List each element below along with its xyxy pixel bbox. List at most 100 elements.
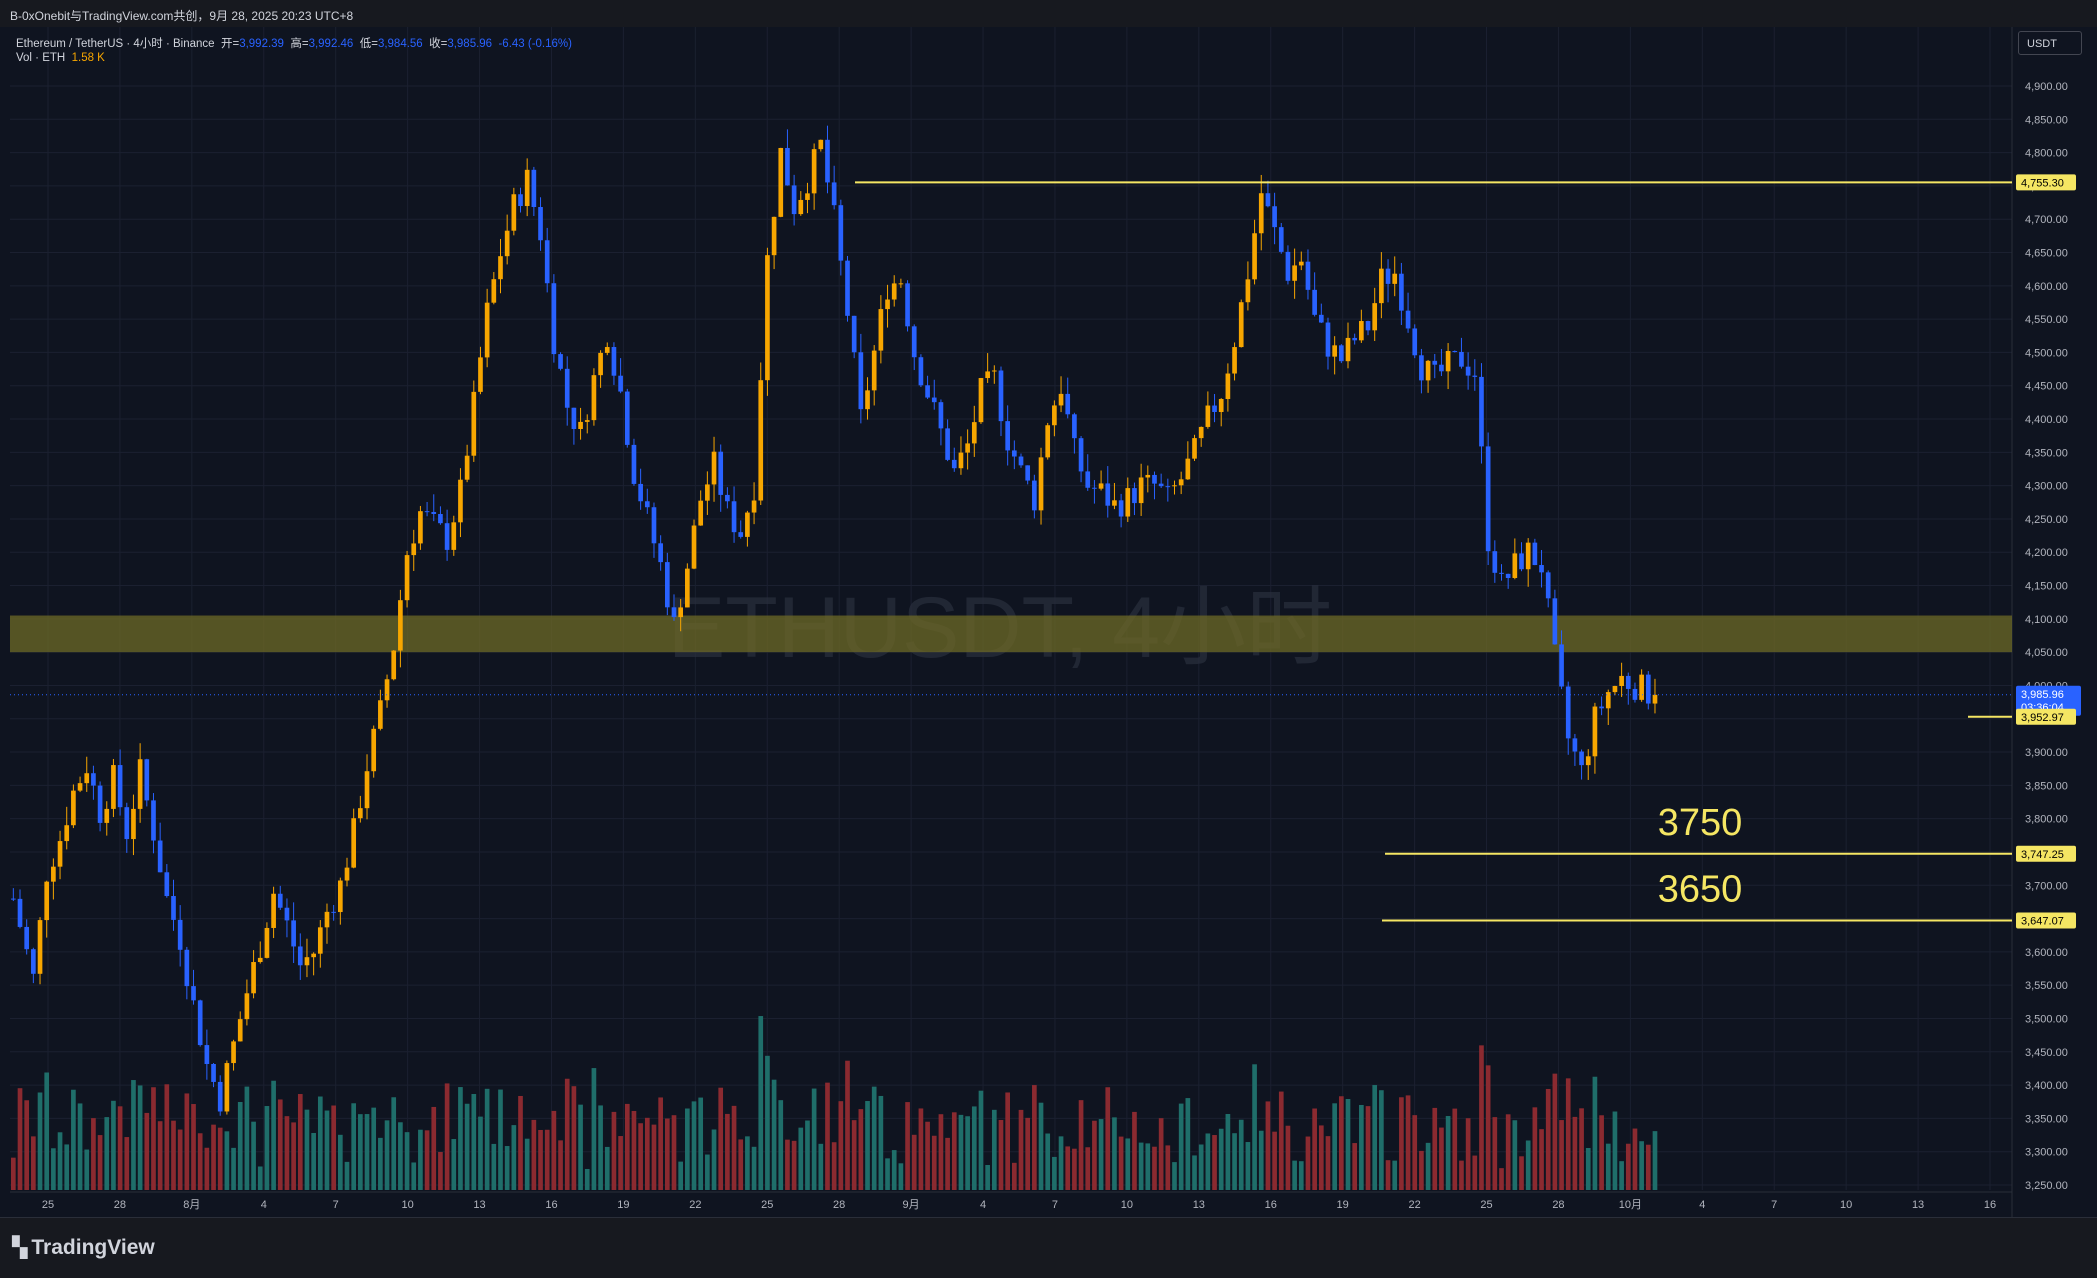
candle-body[interactable]	[271, 893, 276, 928]
candle-body[interactable]	[191, 986, 196, 1001]
candle-body[interactable]	[204, 1045, 210, 1064]
candle-body[interactable]	[644, 501, 650, 508]
candle-body[interactable]	[898, 283, 904, 285]
candle-body[interactable]	[304, 957, 310, 966]
candle-body[interactable]	[378, 700, 383, 729]
candle-body[interactable]	[658, 543, 663, 563]
candle-body[interactable]	[1552, 598, 1558, 645]
candle-body[interactable]	[838, 205, 844, 261]
candle-body[interactable]	[611, 347, 617, 376]
candle-body[interactable]	[1505, 573, 1511, 578]
candle-body[interactable]	[1278, 227, 1284, 252]
candle-body[interactable]	[257, 957, 263, 963]
candle-body[interactable]	[1445, 351, 1451, 372]
candle-body[interactable]	[1405, 310, 1411, 329]
candle-body[interactable]	[511, 194, 517, 231]
candle-body[interactable]	[911, 326, 917, 358]
candle-body[interactable]	[1625, 675, 1631, 689]
candle-body[interactable]	[1545, 572, 1551, 599]
candle-body[interactable]	[564, 368, 570, 408]
candle-body[interactable]	[1305, 261, 1311, 290]
candle-body[interactable]	[244, 993, 250, 1020]
candle-body[interactable]	[985, 371, 990, 379]
candle-body[interactable]	[1172, 485, 1177, 487]
price-chart[interactable]: 3,250.00 3,300.00 3,350.00 3,400.00 3,450.00…	[0, 27, 2097, 1217]
candle-body[interactable]	[1125, 488, 1131, 517]
candle-body[interactable]	[918, 357, 924, 386]
candle-body[interactable]	[1579, 751, 1584, 766]
candle-body[interactable]	[1212, 405, 1217, 413]
candle-body[interactable]	[151, 800, 156, 841]
candle-body[interactable]	[878, 309, 884, 351]
candle-body[interactable]	[1459, 351, 1464, 367]
candle-body[interactable]	[1525, 542, 1531, 570]
candle-body[interactable]	[1399, 273, 1404, 311]
candle-body[interactable]	[1018, 456, 1024, 466]
candle-body[interactable]	[544, 240, 550, 284]
candle-body[interactable]	[638, 483, 643, 502]
candle-body[interactable]	[17, 898, 23, 927]
currency-selector[interactable]: USDT	[2018, 31, 2082, 55]
candle-body[interactable]	[538, 207, 543, 241]
candle-body[interactable]	[1512, 553, 1518, 578]
candle-body[interactable]	[1532, 542, 1538, 566]
candle-body[interactable]	[104, 808, 110, 823]
candle-body[interactable]	[418, 511, 423, 544]
candle-body[interactable]	[1645, 674, 1651, 704]
candle-body[interactable]	[371, 728, 377, 772]
candle-body[interactable]	[685, 568, 690, 608]
candle-body[interactable]	[144, 759, 150, 801]
candle-body[interactable]	[951, 459, 957, 469]
candle-body[interactable]	[891, 283, 897, 300]
candle-body[interactable]	[478, 357, 483, 392]
support-zone[interactable]	[10, 615, 2012, 653]
candle-body[interactable]	[358, 808, 363, 819]
candle-body[interactable]	[1619, 675, 1624, 686]
candle-body[interactable]	[1138, 477, 1144, 504]
candle-body[interactable]	[291, 920, 296, 947]
candle-body[interactable]	[691, 525, 697, 569]
candle-body[interactable]	[1258, 193, 1264, 234]
candle-body[interactable]	[624, 391, 630, 445]
candle-body[interactable]	[1492, 551, 1498, 573]
candle-body[interactable]	[1012, 450, 1017, 457]
candle-body[interactable]	[958, 452, 964, 469]
candle-body[interactable]	[1298, 261, 1304, 266]
candle-body[interactable]	[664, 562, 670, 608]
tradingview-logo[interactable]: ▚ TradingView	[12, 1235, 155, 1260]
candle-body[interactable]	[578, 421, 583, 430]
candle-body[interactable]	[164, 872, 170, 897]
candle-body[interactable]	[938, 402, 944, 429]
candle-body[interactable]	[331, 911, 336, 913]
candle-body[interactable]	[698, 500, 704, 526]
candle-body[interactable]	[1652, 694, 1658, 704]
candle-body[interactable]	[1158, 483, 1164, 487]
candle-body[interactable]	[991, 370, 997, 372]
candle-body[interactable]	[37, 920, 43, 974]
candle-body[interactable]	[731, 501, 737, 533]
candle-body[interactable]	[1072, 414, 1077, 439]
candle-body[interactable]	[124, 807, 130, 840]
candle-body[interactable]	[1225, 373, 1231, 399]
candle-body[interactable]	[117, 765, 123, 808]
candle-body[interactable]	[1539, 565, 1544, 573]
candle-body[interactable]	[1052, 405, 1057, 426]
candle-body[interactable]	[825, 139, 830, 183]
candle-body[interactable]	[1425, 360, 1431, 381]
candle-body[interactable]	[1198, 426, 1204, 439]
candle-body[interactable]	[1252, 233, 1257, 280]
candle-body[interactable]	[157, 840, 163, 873]
candle-body[interactable]	[137, 759, 143, 809]
candle-body[interactable]	[237, 1019, 243, 1042]
candle-body[interactable]	[971, 422, 977, 444]
candle-body[interactable]	[1332, 345, 1337, 357]
candle-body[interactable]	[384, 679, 390, 701]
candle-body[interactable]	[1065, 393, 1071, 415]
candle-body[interactable]	[351, 818, 357, 868]
candle-body[interactable]	[751, 500, 757, 513]
candle-body[interactable]	[1085, 471, 1091, 488]
candle-body[interactable]	[1092, 487, 1097, 489]
candle-body[interactable]	[1152, 474, 1157, 484]
candle-body[interactable]	[24, 926, 30, 950]
candle-body[interactable]	[1205, 405, 1211, 427]
